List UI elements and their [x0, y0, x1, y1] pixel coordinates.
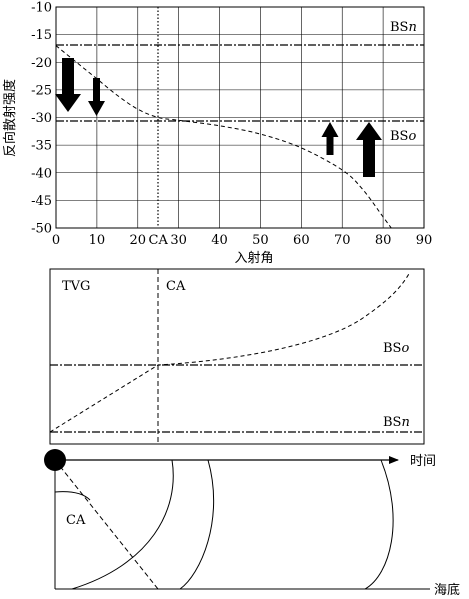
down-arrow-small	[88, 78, 105, 116]
ca-angle-arc	[54, 491, 91, 501]
wavefront-3	[364, 459, 394, 590]
middle-ca-label: CA	[166, 279, 186, 294]
middle-bso-label: BSo	[383, 341, 409, 356]
tvg-label: TVG	[62, 279, 90, 294]
tvg-curve	[49, 271, 411, 433]
y-axis-label: 反向散射强度	[2, 79, 18, 157]
ca-ray	[54, 459, 159, 590]
y-tick-label: -15	[31, 28, 52, 43]
y-tick-label: -10	[31, 1, 52, 16]
time-label: 时间	[410, 454, 436, 469]
middle-panel: TVG CA BSo BSn	[49, 268, 425, 445]
wavefront-1	[71, 459, 174, 590]
y-tick-label: -45	[31, 194, 52, 209]
backscatter-curve	[55, 45, 392, 229]
bso-label: BSo	[390, 129, 416, 144]
y-tick-label: -25	[31, 83, 52, 98]
x-tick-label: 50	[252, 233, 269, 248]
middle-frame	[49, 268, 425, 445]
up-arrow-large	[356, 122, 382, 177]
y-tick-labels: -10 -15 -20 -25 -30 -35 -40 -45 -50	[31, 1, 52, 237]
chart-frame	[55, 6, 425, 229]
x-axis-label: 入射角	[234, 250, 273, 266]
y-tick-label: -20	[31, 56, 52, 71]
y-tick-label: -50	[31, 222, 52, 237]
x-tick-label: 80	[375, 233, 392, 248]
x-tick-labels: 0 10 20 30 40 50 60 70 80 90 CA	[52, 233, 432, 248]
x-tick-label: 40	[211, 233, 228, 248]
x-tick-label: 60	[293, 233, 310, 248]
up-arrow-small	[321, 122, 339, 155]
bsn-label: BSn	[390, 20, 417, 35]
x-tick-label: 0	[52, 233, 60, 248]
bottom-ca-label: CA	[66, 513, 86, 528]
bottom-panel: 时间 海底 CA	[44, 449, 460, 598]
x-tick-label: 10	[89, 233, 106, 248]
middle-bsn-label: BSn	[383, 415, 410, 430]
top-chart: -10 -15 -20 -25 -30 -35 -40 -45 -50 0 10 20 30 40 50 6…	[2, 1, 432, 267]
y-tick-label: -35	[31, 139, 52, 154]
x-tick-label: 90	[416, 233, 433, 248]
wavefront-2	[179, 459, 215, 590]
x-tick-label: 70	[334, 233, 351, 248]
x-tick-label: 20	[130, 233, 147, 248]
down-arrow-large	[55, 58, 81, 112]
x-tick-label: 30	[170, 233, 187, 248]
y-tick-label: -40	[31, 166, 52, 181]
seafloor-label: 海底	[434, 582, 460, 598]
ca-tick-label: CA	[149, 233, 169, 248]
chart-grid	[56, 7, 424, 228]
y-tick-label: -30	[31, 111, 52, 126]
